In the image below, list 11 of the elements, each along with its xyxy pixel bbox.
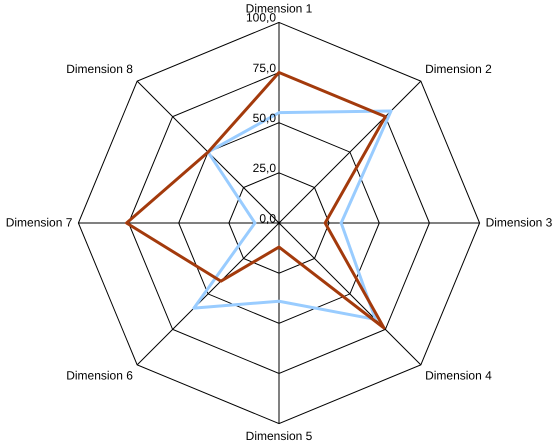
spoke-label: Dimension 7 [6,215,73,230]
y-tick-label: 50,0 [252,111,276,126]
spoke-label: Dimension 2 [425,62,492,76]
spoke-label: Dimension 8 [66,62,134,76]
y-tick-label: 0,0 [259,211,276,226]
spoke-label: Dimension 6 [66,368,134,383]
y-tick-label: 75,0 [252,60,276,75]
spoke-label: Dimension 4 [425,368,492,383]
spoke-label: Dimension 3 [486,215,553,230]
spoke-label: Dimension 5 [246,429,313,444]
y-tick-label: 25,0 [252,161,276,176]
